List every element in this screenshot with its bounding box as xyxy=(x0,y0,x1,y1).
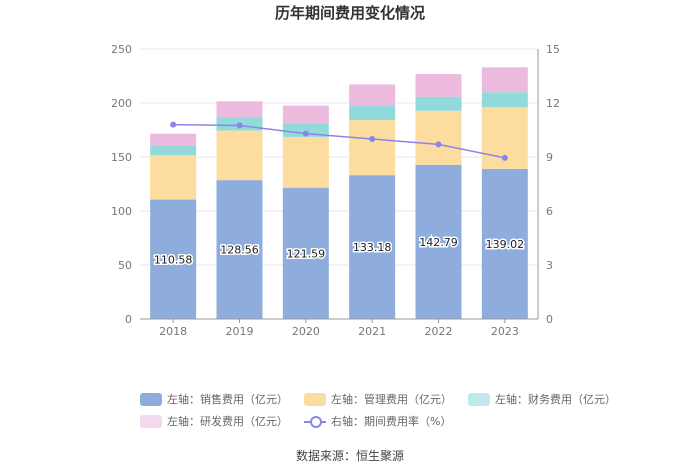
legend-label-finance: 左轴：财务费用（亿元） xyxy=(495,393,616,406)
axes: 0 50 100 150 200 250 0 3 6 9 12 15 2018 2019 2020 2021 2… xyxy=(111,43,560,338)
left-tick-label: 200 xyxy=(111,97,132,110)
sales-value-label: 128.56 xyxy=(220,244,259,257)
legend-item-finance[interactable]: 左轴：财务费用（亿元） xyxy=(468,391,616,407)
right-tick-label: 12 xyxy=(546,97,560,110)
left-tick-label: 0 xyxy=(125,313,132,326)
legend-swatch-admin xyxy=(304,392,326,406)
data-source: 数据来源：恒生聚源 xyxy=(295,449,404,463)
right-tick-label: 9 xyxy=(546,151,553,164)
sales-value-label: 133.18 xyxy=(353,241,392,254)
legend: 左轴：销售费用（亿元） 左轴：管理费用（亿元） 左轴：财务费用（亿元） 左轴：研… xyxy=(140,388,616,432)
admin-bar xyxy=(349,120,396,176)
rate-polyline xyxy=(173,123,505,159)
right-tick-label: 6 xyxy=(546,205,553,218)
sales-bar xyxy=(282,187,329,319)
rate-point xyxy=(170,121,177,128)
left-tick-label: 100 xyxy=(111,205,132,218)
bars xyxy=(150,67,528,319)
legend-swatch-rate xyxy=(304,415,326,428)
rate-point xyxy=(501,154,508,161)
rate-point xyxy=(236,122,243,129)
admin-bar xyxy=(216,130,263,181)
x-tick-label: 2023 xyxy=(491,325,519,338)
finance-bar xyxy=(415,96,462,111)
left-tick-label: 50 xyxy=(118,259,132,272)
right-tick-label: 15 xyxy=(546,43,560,56)
x-tick-label: 2020 xyxy=(292,325,320,338)
finance-bar xyxy=(282,123,329,137)
legend-swatch-rd xyxy=(140,414,162,428)
chart-title: 历年期间费用变化情况 xyxy=(274,4,425,22)
sales-value-label: 142.79 xyxy=(419,236,458,249)
legend-label-rd: 左轴：研发费用（亿元） xyxy=(167,415,288,428)
sales-bar xyxy=(481,168,528,319)
finance-bar xyxy=(481,92,528,108)
rd-bar xyxy=(150,133,197,146)
rd-bar xyxy=(216,101,263,118)
legend-item-admin[interactable]: 左轴：管理费用（亿元） xyxy=(304,391,452,407)
x-tick-label: 2021 xyxy=(358,325,386,338)
left-tick-label: 150 xyxy=(111,151,132,164)
legend-item-rate[interactable]: 右轴：期间费用率（%） xyxy=(304,413,451,429)
rate-line xyxy=(170,121,508,161)
x-tick-label: 2019 xyxy=(226,325,254,338)
sales-value-label: 121.59 xyxy=(287,247,326,260)
legend-swatch-sales xyxy=(140,392,162,406)
legend-label-sales: 左轴：销售费用（亿元） xyxy=(167,393,288,406)
legend-item-sales[interactable]: 左轴：销售费用（亿元） xyxy=(140,391,288,407)
sales-value-label: 110.58 xyxy=(154,253,193,266)
data-labels: 110.58 128.56 121.59 133.18 142.79 139.02 xyxy=(152,234,525,267)
grid-lines xyxy=(140,48,538,266)
rd-bar xyxy=(481,67,528,93)
x-tick-label: 2018 xyxy=(159,325,187,338)
rd-bar xyxy=(282,105,329,124)
rate-point xyxy=(302,130,309,137)
legend-label-admin: 左轴：管理费用（亿元） xyxy=(331,393,452,406)
rate-point xyxy=(435,141,442,148)
legend-label-rate: 右轴：期间费用率（%） xyxy=(331,415,452,428)
rd-bar xyxy=(415,74,462,97)
admin-bar xyxy=(415,110,462,165)
right-tick-label: 3 xyxy=(546,259,553,272)
sales-bar xyxy=(150,199,197,319)
x-tick-label: 2022 xyxy=(425,325,453,338)
finance-bar xyxy=(150,145,197,156)
left-tick-label: 250 xyxy=(111,43,132,56)
legend-item-rd[interactable]: 左轴：研发费用（亿元） xyxy=(140,413,288,429)
sales-bar xyxy=(349,175,396,319)
finance-bar xyxy=(349,106,396,121)
sales-bar xyxy=(216,180,263,319)
sales-bar xyxy=(415,164,462,319)
legend-swatch-finance xyxy=(468,392,490,406)
admin-bar xyxy=(282,136,329,188)
admin-bar xyxy=(150,155,197,200)
right-tick-label: 0 xyxy=(546,313,553,326)
sales-value-label: 139.02 xyxy=(486,238,525,251)
rd-bar xyxy=(349,84,396,107)
rate-point xyxy=(369,136,376,142)
